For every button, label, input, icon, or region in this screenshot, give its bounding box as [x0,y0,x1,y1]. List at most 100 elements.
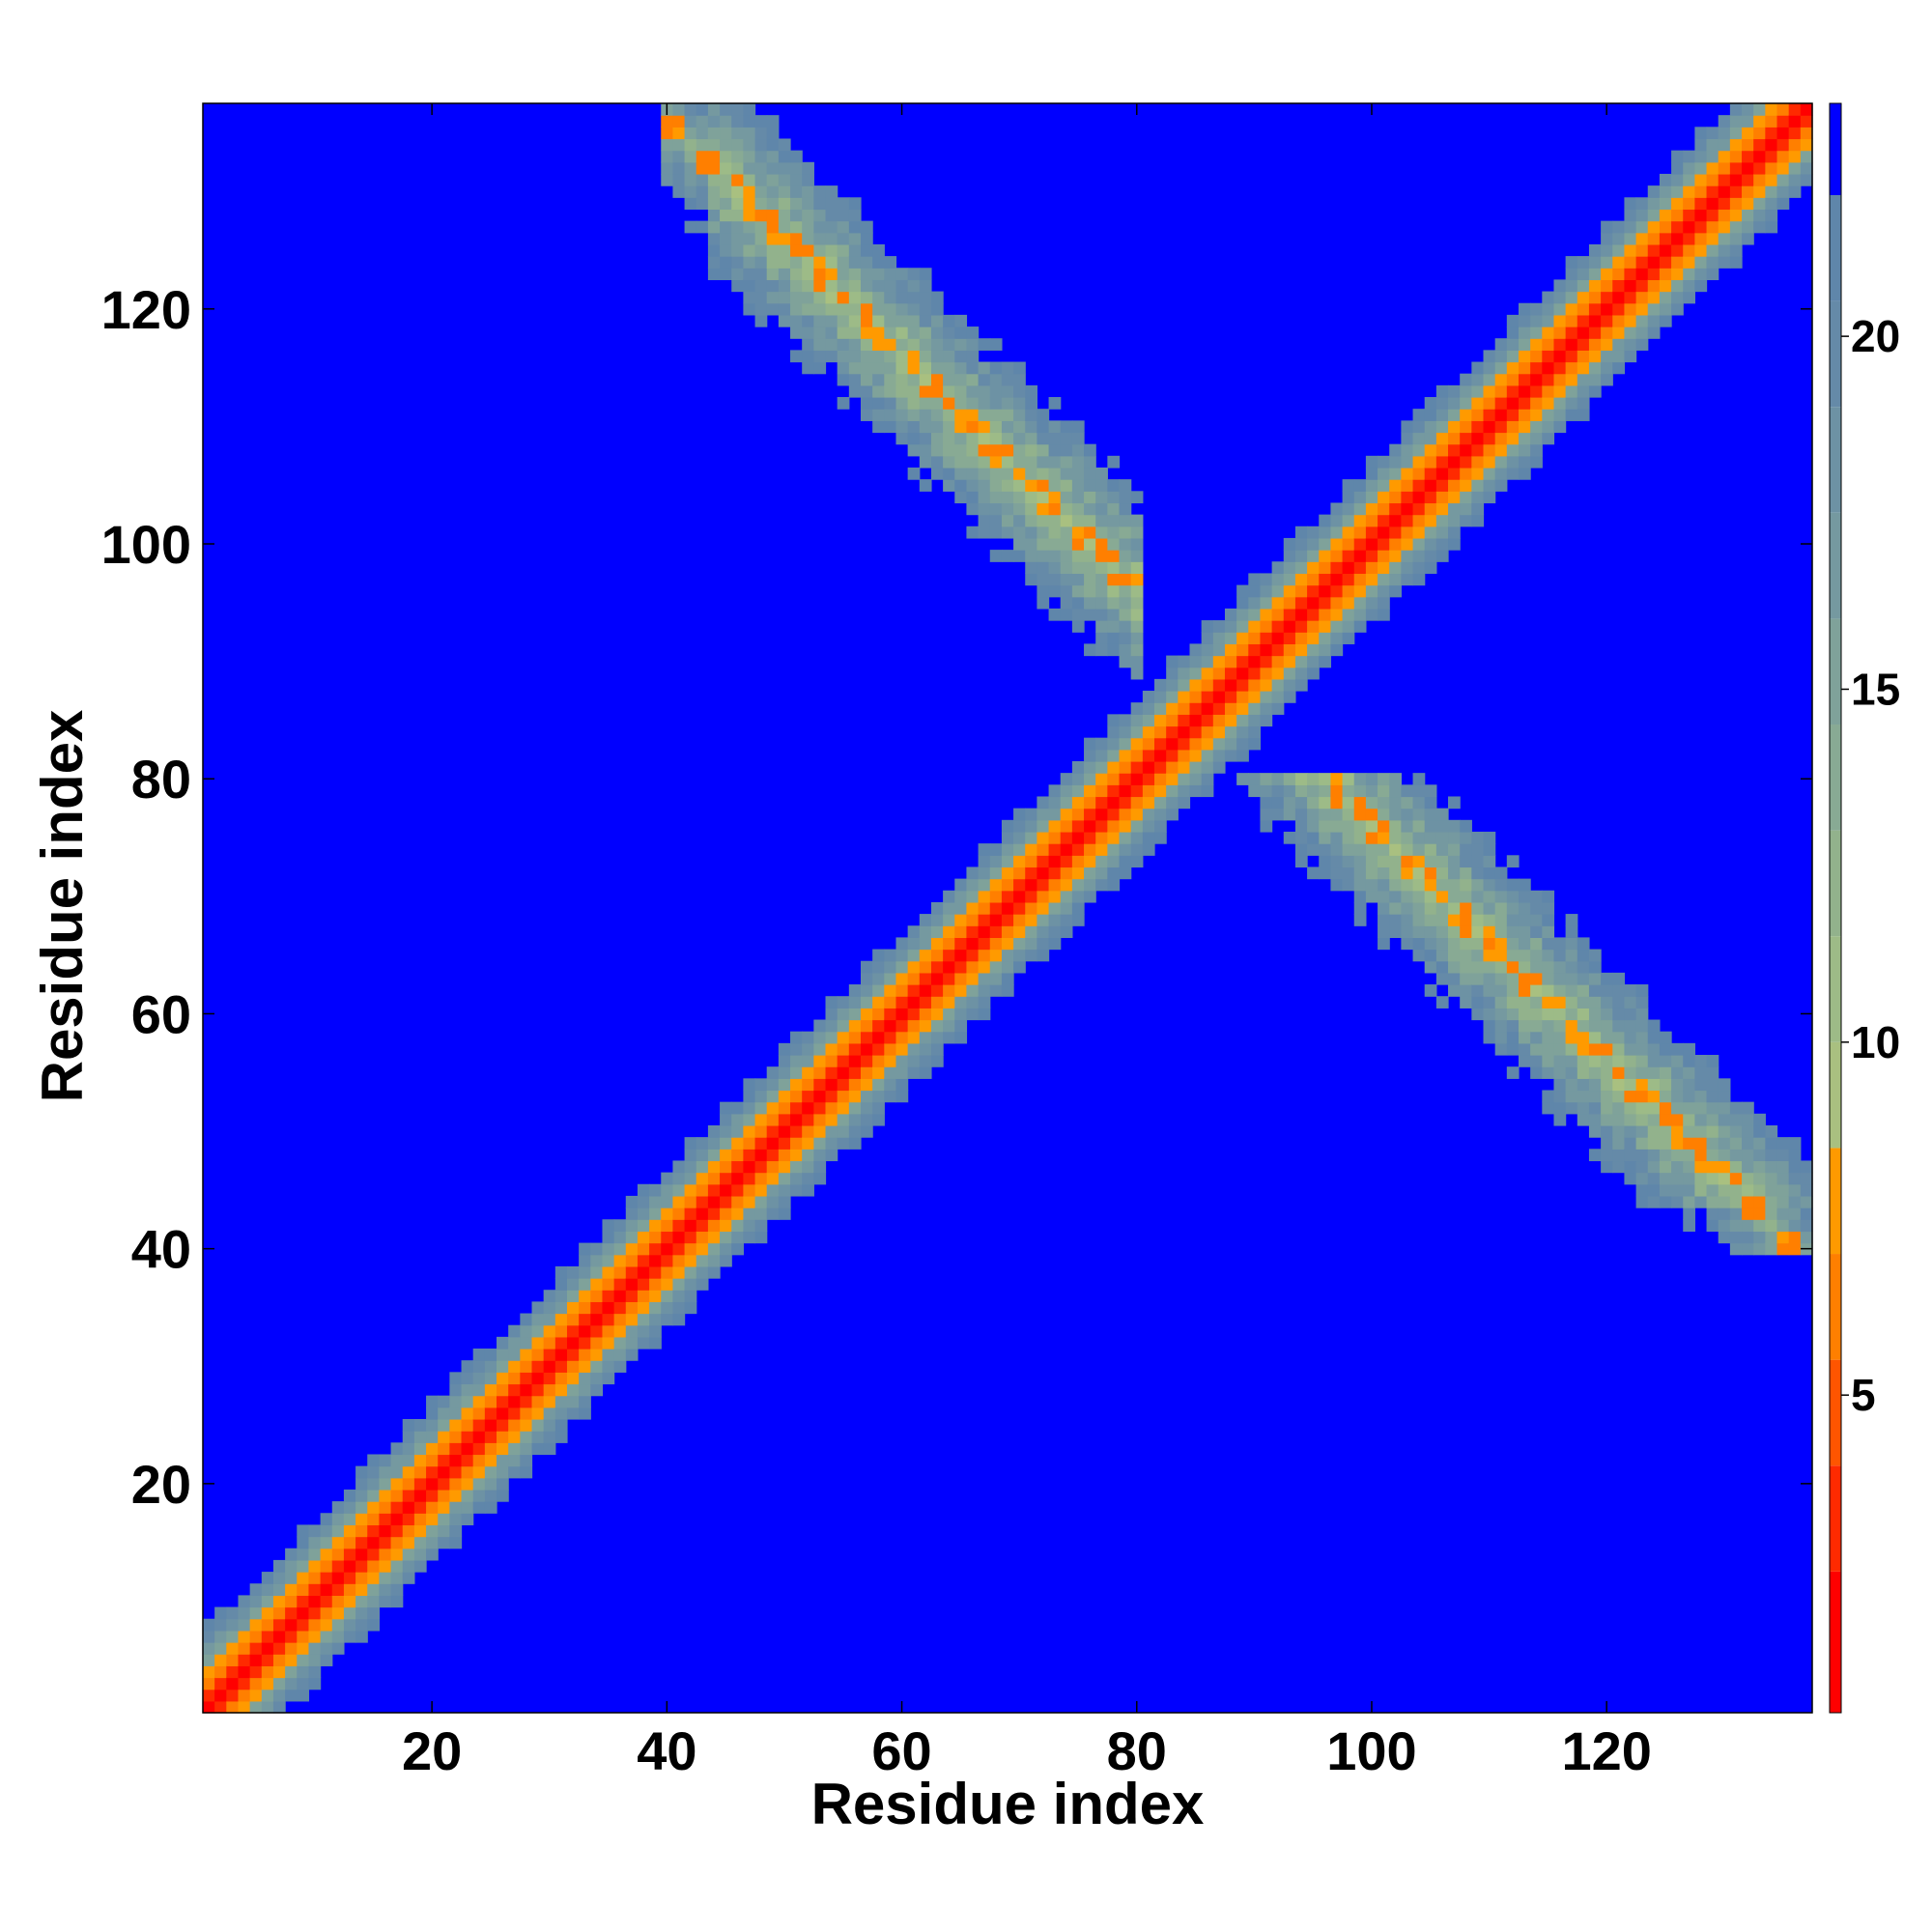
heatmap-cell [1742,103,1754,116]
heatmap-cell [472,1372,486,1385]
heatmap-cell [661,1278,674,1291]
heatmap-cell [1025,479,1037,492]
heatmap-cell [1612,232,1626,245]
heatmap-cell [1683,1149,1695,1162]
heatmap-cell [884,1055,897,1067]
heatmap-cell [1577,1066,1590,1079]
heatmap-cell [1647,1078,1661,1092]
heatmap-cell [1201,643,1214,657]
heatmap-cell [884,397,897,410]
x-tick-label: 60 [871,1720,931,1781]
heatmap-cell [895,420,909,434]
heatmap-cell [1424,491,1437,504]
heatmap-cell [1553,996,1567,1009]
heatmap-cell [1095,643,1108,657]
heatmap-cell [1013,409,1026,421]
heatmap-cell [989,420,1003,434]
heatmap-cell [472,1454,486,1467]
heatmap-cell [1401,925,1414,938]
heatmap-cell [1260,584,1273,598]
heatmap-cell [520,1383,533,1397]
heatmap-cell [978,901,991,915]
heatmap-cell [1283,773,1296,785]
heatmap-cell [754,1101,768,1115]
heatmap-cell [1071,561,1085,575]
heatmap-cell [790,173,803,186]
heatmap-cell [1671,1101,1684,1115]
heatmap-cell [1319,573,1332,586]
heatmap-cell [1142,784,1155,798]
heatmap-cell [1307,550,1320,562]
heatmap-cell [1577,314,1590,327]
heatmap-cell [331,1501,345,1514]
heatmap-cell [520,1442,533,1456]
heatmap-cell [402,1477,415,1491]
heatmap-cell [1037,937,1050,951]
heatmap-cell [1001,455,1014,469]
heatmap-cell [1742,232,1754,245]
heatmap-cell [1294,596,1308,610]
heatmap-cell [1084,608,1096,621]
heatmap-cell [1742,1208,1754,1220]
heatmap-cell [1553,409,1567,421]
heatmap-cell [1753,185,1766,198]
heatmap-cell [802,1160,814,1174]
heatmap-cell [1401,914,1414,926]
heatmap-cell [1166,691,1179,703]
heatmap-cell [661,1231,674,1244]
heatmap-cell [649,1301,662,1315]
heatmap-cell [860,291,873,304]
heatmap-cell [966,914,980,926]
heatmap-cell [1671,1124,1684,1138]
heatmap-cell [1483,925,1496,938]
heatmap-cell [884,268,897,281]
heatmap-cell [1330,608,1344,621]
heatmap-cell [696,1160,709,1174]
heatmap-cell [1236,749,1249,762]
heatmap-cell [613,1324,627,1338]
heatmap-cell [930,949,944,962]
heatmap-cell [1107,831,1121,844]
heatmap-cell [802,291,814,304]
heatmap-cell [308,1536,322,1549]
heatmap-cell [426,1477,439,1491]
heatmap-cell [1601,1078,1613,1092]
heatmap-cell [1013,878,1026,892]
heatmap-cell [778,138,791,152]
heatmap-cell [1001,901,1014,915]
heatmap-cell [825,338,838,351]
heatmap-cell [1107,843,1121,856]
heatmap-cell [1048,561,1062,575]
heatmap-cell [1130,702,1144,715]
heatmap-cell [1448,819,1461,833]
heatmap-cell [1647,220,1661,234]
heatmap-cell [1530,397,1543,410]
heatmap-cell [1506,1042,1520,1056]
heatmap-cell [1037,526,1050,539]
heatmap-cell [1001,984,1014,997]
heatmap-cell [989,526,1003,539]
heatmap-cell [625,1254,639,1267]
heatmap-cell [978,996,991,1009]
heatmap-cell [1001,843,1014,856]
heatmap-cell [1248,678,1262,692]
heatmap-cell [978,984,991,997]
heatmap-cell [1435,397,1449,410]
heatmap-cell [1342,784,1355,798]
heatmap-cell [1107,784,1121,798]
heatmap-cell [989,467,1003,480]
heatmap-cell [1635,1195,1649,1208]
colorbar-level [1830,300,1841,408]
heatmap-plot-area [203,103,1813,1714]
heatmap-cell [1659,1113,1672,1126]
heatmap-cell [743,1113,756,1126]
heatmap-cell [1435,949,1449,962]
heatmap-cell [1483,491,1496,504]
heatmap-cell [1154,796,1167,810]
heatmap-cell [1037,949,1050,962]
heatmap-cell [543,1360,556,1373]
heatmap-cell [731,1124,744,1138]
heatmap-cell [966,327,980,339]
heatmap-cell [943,350,955,363]
heatmap-cell [1130,584,1144,598]
